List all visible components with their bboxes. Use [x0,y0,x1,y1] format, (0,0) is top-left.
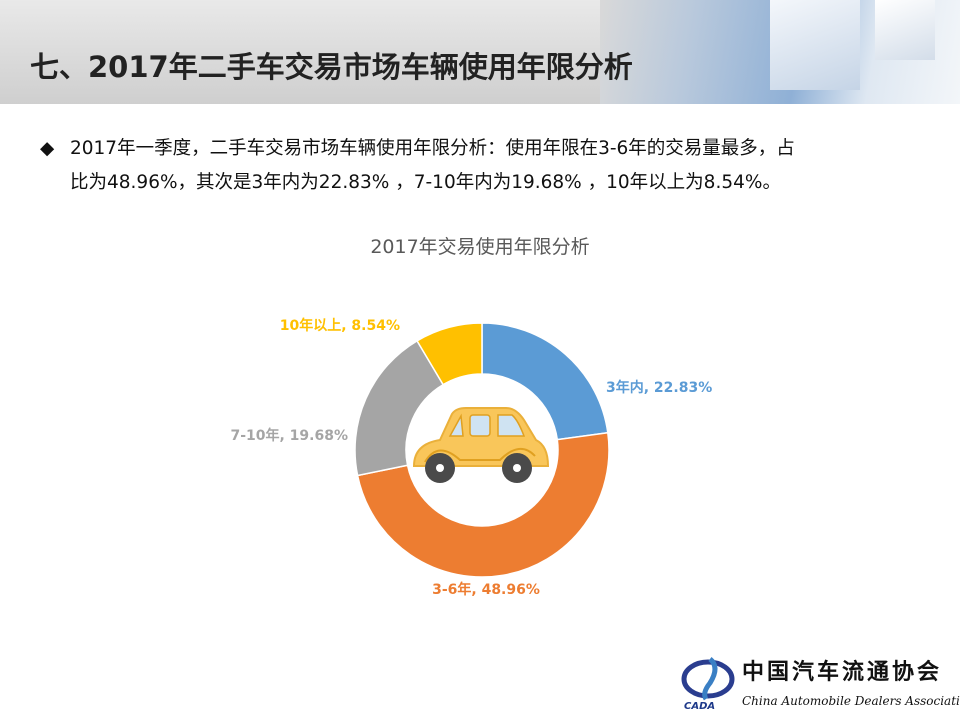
header-photo-cube [875,0,935,60]
diamond-bullet-icon: ◆ [40,138,55,159]
data-label-3: 10年以上, 8.54% [280,317,400,334]
cada-emblem-icon [681,657,735,701]
page-title: 七、2017年二手车交易市场车辆使用年限分析 [30,50,633,84]
paragraph-line: 2017年一季度，二手车交易市场车辆使用年限分析：使用年限在3-6年的交易量最多… [70,138,795,159]
chart-title: 2017年交易使用年限分析 [370,236,590,258]
paragraph-line: 比为48.96%，其次是3年内为22.83% ，7-10年内为19.68% ，1… [70,172,781,193]
header-band [0,0,960,104]
header-photo-cube [770,0,860,90]
data-label-2: 7-10年, 19.68% [230,427,348,444]
car-icon [412,407,550,483]
logo-chinese-name: 中国汽车流通协会 [742,659,943,685]
summary-paragraph: ◆ 2017年一季度，二手车交易市场车辆使用年限分析：使用年限在3-6年的交易量最… [40,132,940,200]
cada-logo: CADA 中国汽车流通协会 China Automobile Dealers A… [680,655,960,717]
data-label-1: 3-6年, 48.96% [432,581,540,598]
logo-english-name: China Automobile Dealers Association [742,694,960,708]
logo-abbr: CADA [684,701,716,712]
data-label-0: 3年内, 22.83% [606,379,712,396]
